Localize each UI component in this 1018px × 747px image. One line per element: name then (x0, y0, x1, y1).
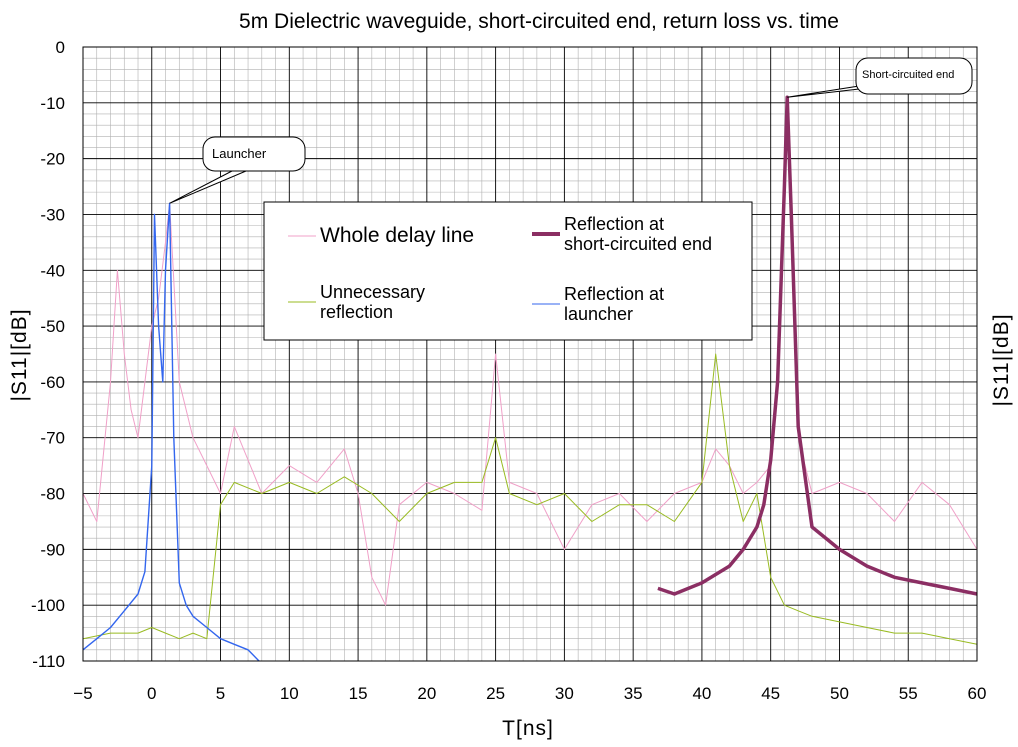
x-tick-label: 20 (417, 684, 436, 703)
x-tick-label: 25 (486, 684, 505, 703)
series-line-4 (82, 202, 260, 662)
y-tick-label: -10 (40, 94, 65, 113)
x-tick-label: 55 (899, 684, 918, 703)
chart-title: 5m Dielectric waveguide, short-circuited… (239, 10, 839, 33)
x-tick-label: 10 (280, 684, 299, 703)
x-tick-labels: −5 0 5 10 15 20 25 30 35 40 45 50 55 60 (73, 684, 986, 703)
callout-box (202, 136, 306, 172)
legend-label: Reflection at (564, 214, 664, 234)
legend-label: launcher (564, 304, 633, 324)
plot-border (82, 46, 978, 662)
x-axis-title: T[ns] (502, 717, 554, 740)
x-tick-label: 35 (624, 684, 643, 703)
x-tick-label: 45 (761, 684, 780, 703)
x-tick-label: −5 (73, 684, 92, 703)
callout-label: Short-circuited end (862, 69, 954, 81)
y-tick-label: -20 (40, 150, 65, 169)
series-layer (82, 95, 978, 662)
series-line-2 (82, 353, 978, 645)
x-tick-label: 15 (349, 684, 368, 703)
legend: Whole delay line Reflection atshort-circu… (263, 201, 753, 341)
y-tick-label: 0 (56, 38, 65, 57)
y-tick-label: -80 (40, 485, 65, 504)
series-line-3 (657, 95, 978, 596)
y-tick-label: -100 (31, 596, 65, 615)
y-tick-label: -50 (40, 317, 65, 336)
x-tick-label: 5 (216, 684, 225, 703)
x-tick-label: 30 (555, 684, 574, 703)
x-tick-label: 50 (830, 684, 849, 703)
legend-label: Whole delay line (320, 224, 474, 247)
legend-box (263, 201, 753, 341)
legend-label: reflection (320, 302, 393, 322)
callout-box (855, 57, 973, 95)
y-tick-label: -60 (40, 373, 65, 392)
y-tick-label: -110 (32, 652, 65, 671)
callout: Short-circuited end (787, 57, 973, 98)
y-axis-title-right: |S11|[dB] (990, 313, 1013, 406)
legend-label: Unnecessary (320, 282, 425, 302)
x-tick-label: 0 (147, 684, 156, 703)
x-tick-label: 60 (968, 684, 987, 703)
y-tick-labels: 0 -10 -20 -30 -40 -50 -60 -70 -80 -90 -100 -110 (31, 38, 65, 671)
legend-label: short-circuited end (564, 234, 712, 254)
y-tick-label: -90 (40, 540, 65, 559)
callout-label: Launcher (212, 146, 267, 161)
y-tick-label: -30 (40, 205, 65, 224)
annotations: Launcher Short-circuited end (169, 57, 973, 204)
y-tick-label: -70 (40, 429, 65, 448)
y-axis-title: |S11|[dB] (8, 308, 31, 401)
x-tick-label: 40 (692, 684, 711, 703)
legend-label: Reflection at (564, 284, 664, 304)
callout: Launcher (169, 136, 306, 204)
y-tick-label: -40 (40, 261, 65, 280)
